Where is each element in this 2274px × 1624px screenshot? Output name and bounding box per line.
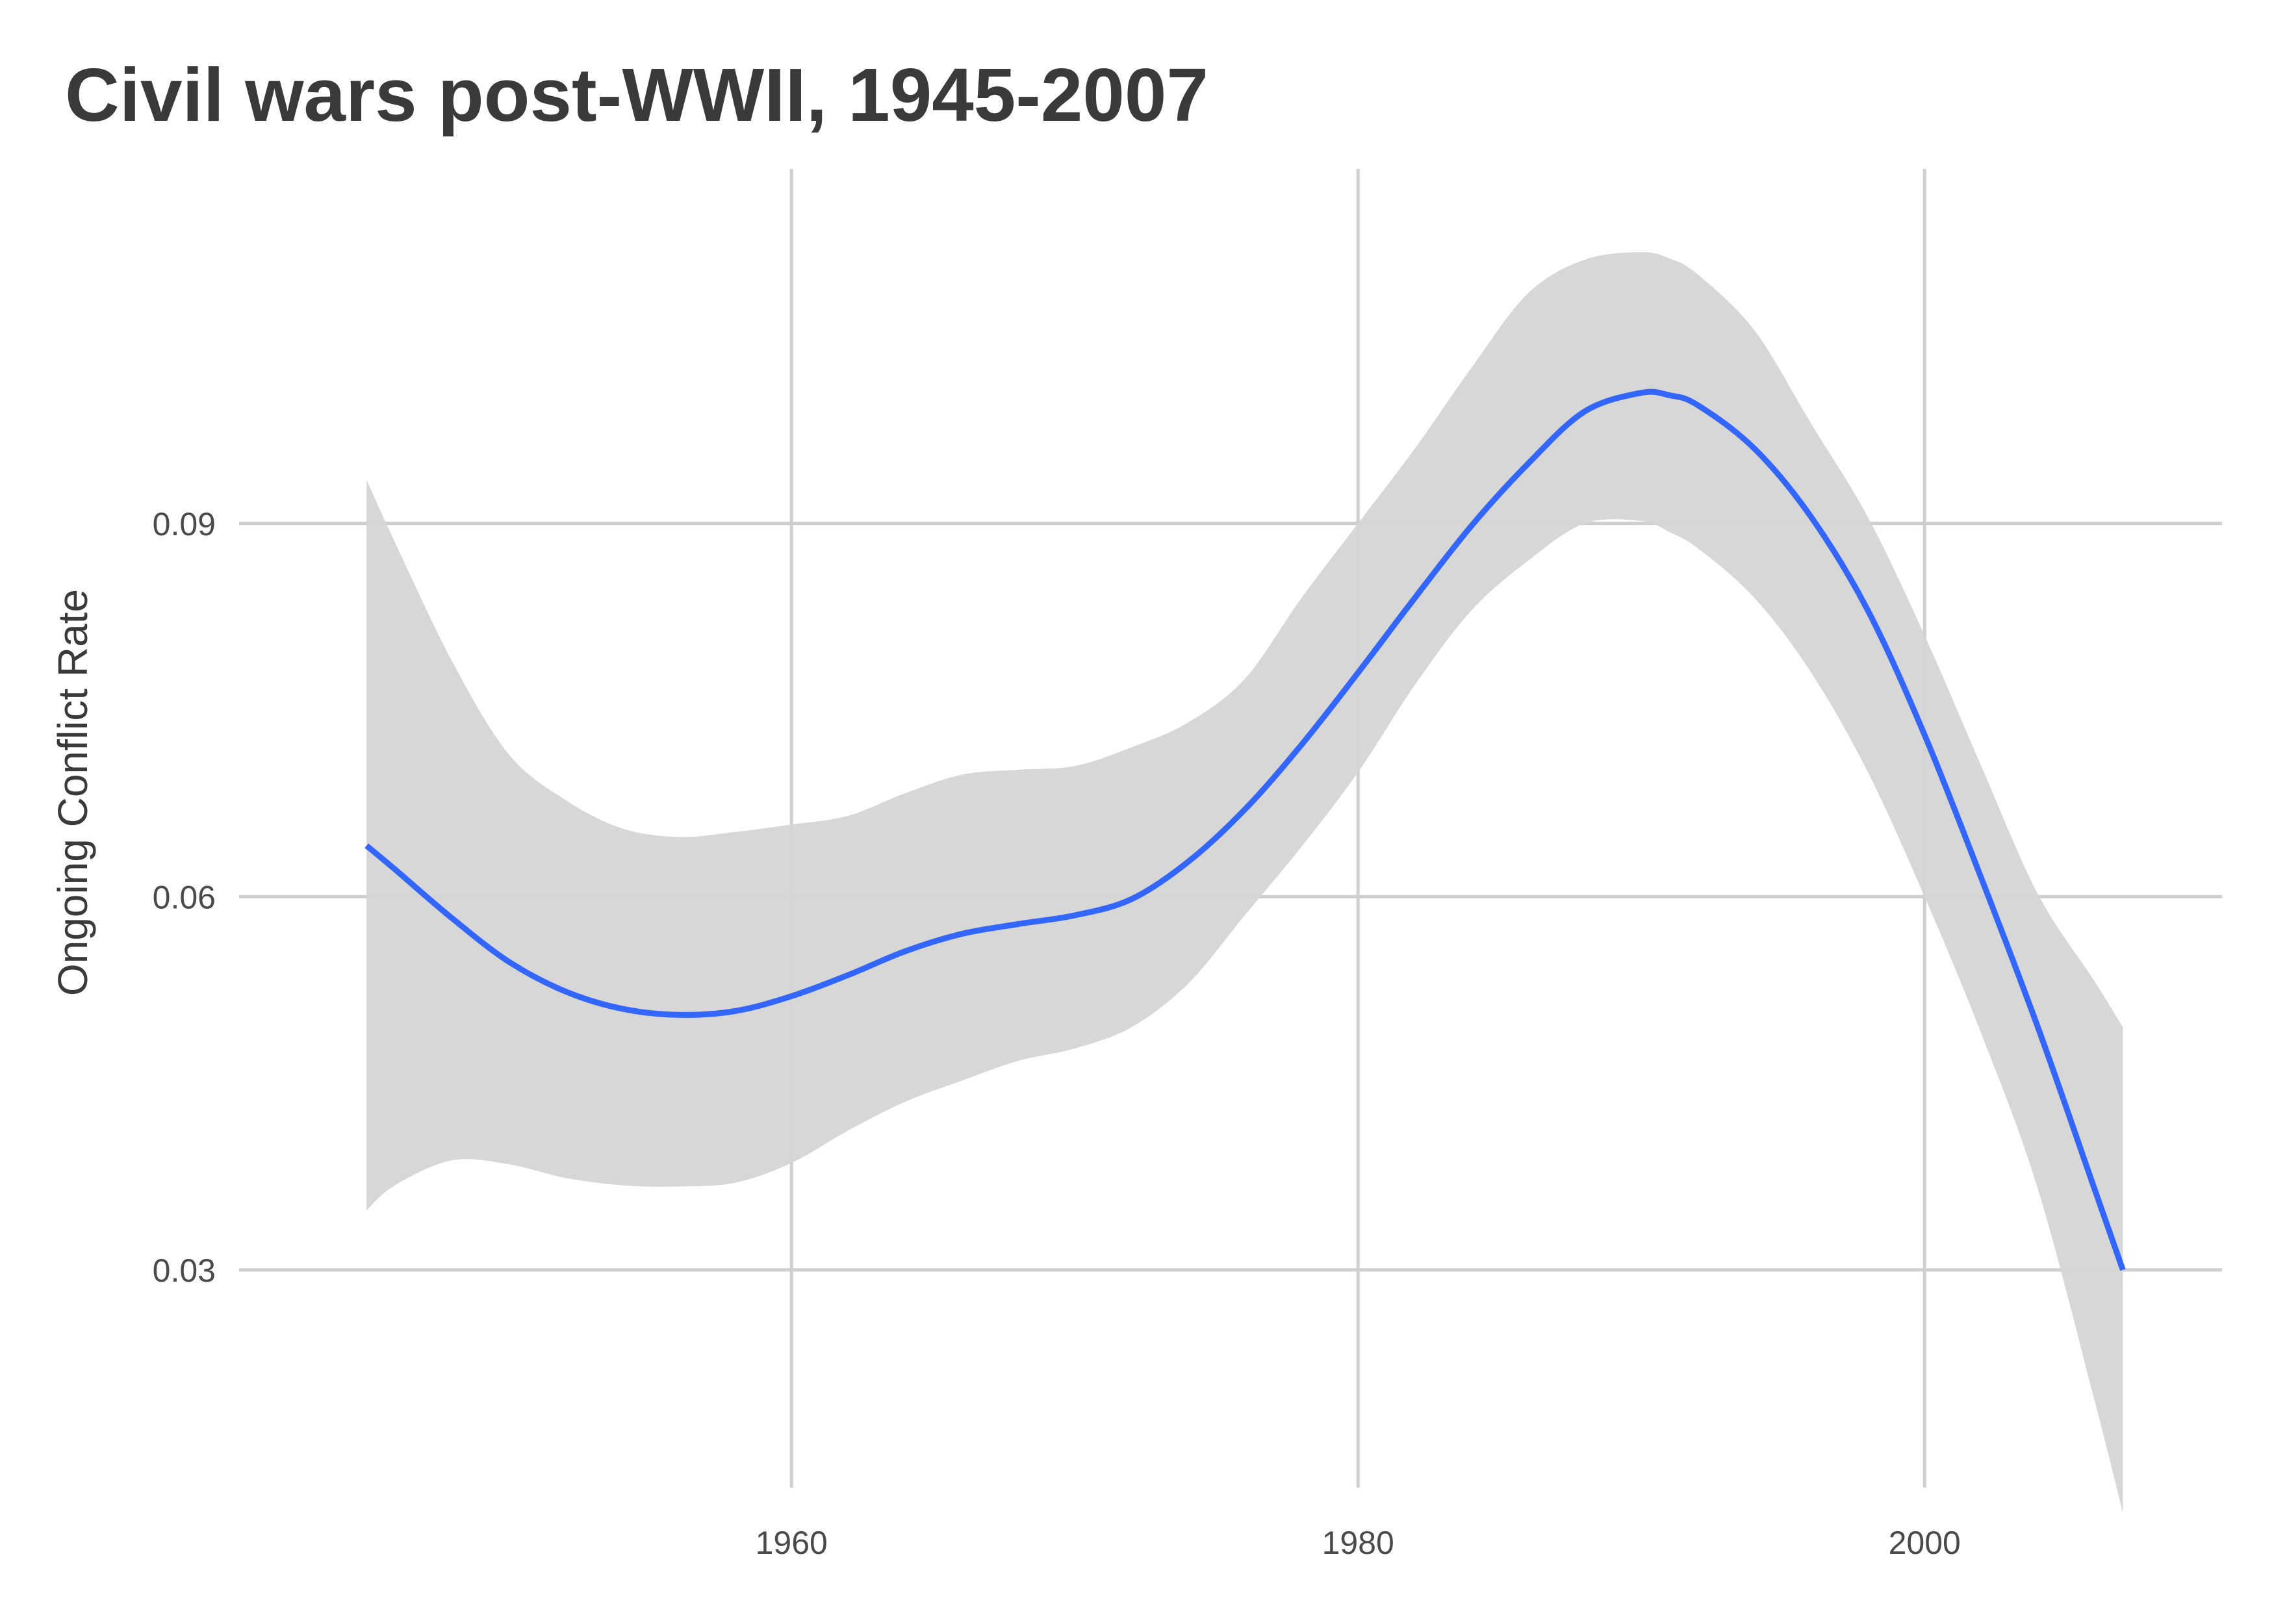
smooth-line-layer: [364, 388, 2126, 1271]
x-tick-label-1960: 1960: [756, 1525, 828, 1561]
y-tick-label-0.09: 0.09: [153, 506, 216, 542]
y-axis-ticks: 0.03 0.06 0.09: [153, 506, 216, 1289]
y-axis-title: Ongoing Conflict Rate: [49, 589, 96, 996]
x-axis-ticks: 1960 1980 2000: [756, 1525, 1961, 1561]
trend-line: [364, 388, 2126, 1271]
x-tick-label-1980: 1980: [1322, 1525, 1394, 1561]
confidence-band: [366, 252, 2123, 1513]
confidence-band-layer: [366, 252, 2123, 1513]
x-tick-label-2000: 2000: [1889, 1525, 1961, 1561]
y-tick-label-0.06: 0.06: [153, 879, 216, 915]
y-tick-label-0.03: 0.03: [153, 1252, 216, 1289]
chart-title: Civil wars post-WWII, 1945-2007: [65, 53, 1208, 137]
